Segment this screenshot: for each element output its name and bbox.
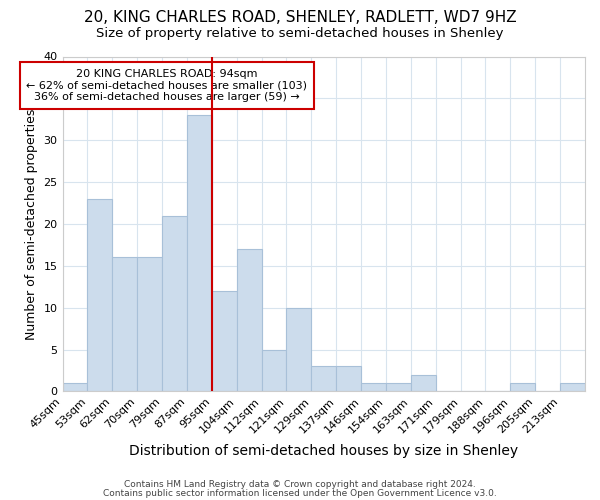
Bar — [336, 366, 361, 392]
Text: 20 KING CHARLES ROAD: 94sqm
← 62% of semi-detached houses are smaller (103)
36% : 20 KING CHARLES ROAD: 94sqm ← 62% of sem… — [26, 69, 308, 102]
Bar — [386, 383, 411, 392]
Bar — [162, 216, 187, 392]
Text: Size of property relative to semi-detached houses in Shenley: Size of property relative to semi-detach… — [96, 28, 504, 40]
Bar — [187, 115, 212, 392]
Text: Contains public sector information licensed under the Open Government Licence v3: Contains public sector information licen… — [103, 488, 497, 498]
Bar — [286, 308, 311, 392]
Bar — [212, 291, 236, 392]
Bar — [262, 350, 286, 392]
Bar — [236, 249, 262, 392]
Bar — [311, 366, 336, 392]
Bar — [511, 383, 535, 392]
Text: 20, KING CHARLES ROAD, SHENLEY, RADLETT, WD7 9HZ: 20, KING CHARLES ROAD, SHENLEY, RADLETT,… — [83, 10, 517, 25]
Text: Contains HM Land Registry data © Crown copyright and database right 2024.: Contains HM Land Registry data © Crown c… — [124, 480, 476, 489]
Bar — [62, 383, 88, 392]
Bar — [361, 383, 386, 392]
Bar — [137, 258, 162, 392]
X-axis label: Distribution of semi-detached houses by size in Shenley: Distribution of semi-detached houses by … — [129, 444, 518, 458]
Bar — [560, 383, 585, 392]
Bar — [88, 199, 112, 392]
Bar — [411, 374, 436, 392]
Bar — [112, 258, 137, 392]
Y-axis label: Number of semi-detached properties: Number of semi-detached properties — [25, 108, 38, 340]
